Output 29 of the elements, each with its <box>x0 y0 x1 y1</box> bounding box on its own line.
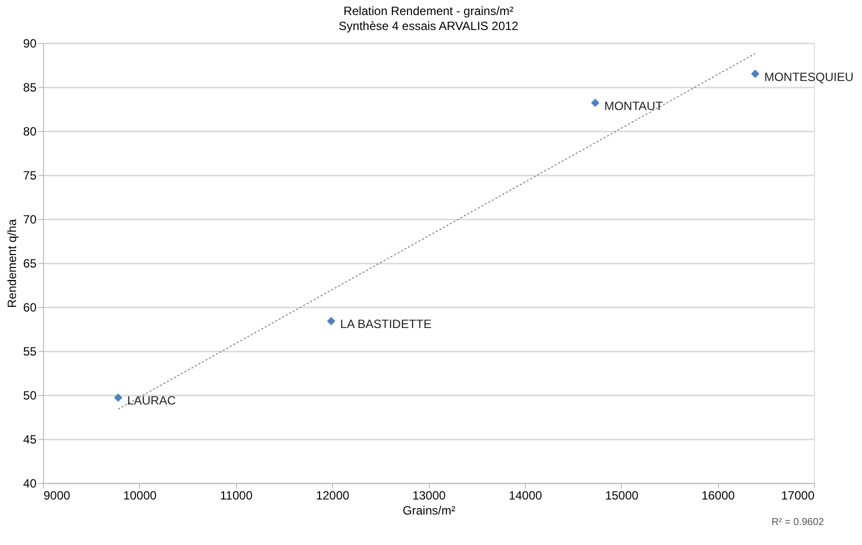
x-axis-title: Grains/m² <box>402 504 456 518</box>
annotation: MONTESQUIEU <box>764 70 854 84</box>
x-tick-label: 15000 <box>605 488 639 502</box>
annotation: MONTAUT <box>604 98 664 113</box>
y-tick-label: 50 <box>23 388 37 402</box>
y-tick-label: 75 <box>23 168 37 182</box>
y-tick-label: 80 <box>23 124 37 138</box>
y-tick-label: 90 <box>23 36 37 50</box>
x-tick-label: 12000 <box>316 488 350 502</box>
y-tick-label: 40 <box>23 476 37 490</box>
chart-title: Relation Rendement - grains/m² <box>343 4 514 18</box>
y-tick-label: 45 <box>23 432 37 446</box>
annotation: LAURAC <box>127 394 176 408</box>
text: R² = 0.9602 <box>771 517 824 528</box>
y-tick-label: 85 <box>23 80 37 94</box>
x-tick-label: 13000 <box>412 488 446 502</box>
x-tick-label: 17000 <box>781 488 815 502</box>
y-tick-label: 70 <box>23 212 37 226</box>
x-tick-label: 9000 <box>44 488 71 502</box>
annotation: LA BASTIDETTE <box>340 317 432 332</box>
y-tick-label: 55 <box>23 344 37 358</box>
x-tick-label: 16000 <box>701 488 736 502</box>
y-axis-title: Rendement q/ha <box>5 218 20 308</box>
x-tick-label: 11000 <box>220 488 253 502</box>
x-tick-label: 14000 <box>508 488 542 502</box>
x-tick-label: 10000 <box>123 488 157 502</box>
y-tick-label: 60 <box>23 300 37 314</box>
y-tick-label: 65 <box>23 256 37 270</box>
chart-subtitle: Synthèse 4 essais ARVALIS 2012 <box>338 19 519 33</box>
